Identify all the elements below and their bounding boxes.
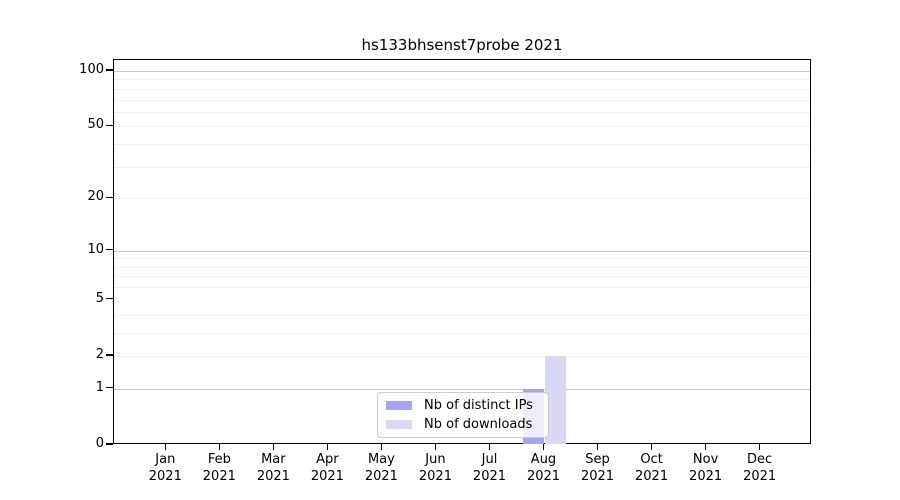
x-axis-tick xyxy=(650,444,653,450)
legend-swatch-distinct-ips xyxy=(386,401,412,410)
x-axis-tick xyxy=(434,444,437,450)
x-axis-label: Sep 2021 xyxy=(580,452,615,484)
x-axis-label: Nov 2021 xyxy=(689,452,723,484)
y-axis-label: 10 xyxy=(87,241,104,257)
x-axis-label: Mar 2021 xyxy=(256,452,290,484)
gridline-minor xyxy=(114,314,810,316)
plot-area xyxy=(113,59,811,444)
x-axis-label: Feb 2021 xyxy=(202,452,236,484)
legend-item-downloads: Nb of downloads xyxy=(386,417,548,433)
gridline-minor xyxy=(114,287,810,289)
x-axis-label: Aug 2021 xyxy=(526,452,561,484)
x-axis-label: Oct 2021 xyxy=(635,452,669,484)
gridline-minor xyxy=(114,355,810,357)
x-axis-tick xyxy=(596,444,599,450)
y-axis-label: 1 xyxy=(95,379,104,395)
x-axis-tick xyxy=(758,444,761,450)
x-axis-tick xyxy=(380,444,383,450)
x-axis-label: Jan 2021 xyxy=(148,452,182,484)
x-axis-label: May 2021 xyxy=(364,452,398,484)
y-axis-tick xyxy=(106,354,113,356)
gridline-major xyxy=(114,388,810,390)
y-axis-label: 2 xyxy=(95,346,104,362)
y-axis-tick xyxy=(106,298,113,300)
gridline-minor xyxy=(114,111,810,113)
legend-label-distinct-ips: Nb of distinct IPs xyxy=(424,397,533,413)
y-axis-tick xyxy=(106,443,113,445)
y-axis-label: 100 xyxy=(79,62,104,77)
gridline-minor xyxy=(114,166,810,168)
x-axis-label: Dec 2021 xyxy=(743,452,777,484)
x-axis-tick xyxy=(218,444,220,450)
x-axis-label: Jul 2021 xyxy=(472,452,507,484)
y-axis-tick xyxy=(106,69,113,71)
gridline-minor xyxy=(114,266,810,268)
gridline-minor xyxy=(114,144,810,146)
y-axis-label: 20 xyxy=(87,189,104,205)
y-axis-label: 5 xyxy=(95,290,104,306)
gridline-minor xyxy=(114,198,810,200)
gridline-major xyxy=(114,250,810,252)
legend-item-distinct-ips: Nb of distinct IPs xyxy=(386,398,548,414)
bar-downloads xyxy=(544,355,567,444)
legend-label-downloads: Nb of downloads xyxy=(424,416,533,432)
y-axis-tick xyxy=(106,196,113,198)
gridline-minor xyxy=(114,126,810,128)
x-axis-tick xyxy=(542,444,545,450)
gridline-major xyxy=(114,71,810,72)
x-axis-tick xyxy=(164,444,166,450)
legend: Nb of distinct IPs Nb of downloads xyxy=(377,392,549,438)
gridline-minor xyxy=(114,99,810,101)
gridline-minor xyxy=(114,276,810,278)
x-axis-tick xyxy=(326,444,329,450)
y-axis-label: 0 xyxy=(95,436,104,451)
gridline-minor xyxy=(114,332,810,334)
gridline-minor xyxy=(114,79,810,81)
x-axis-tick xyxy=(488,444,491,450)
y-axis-label: 50 xyxy=(87,117,104,133)
gridline-minor xyxy=(114,88,810,90)
y-axis-tick xyxy=(106,249,113,251)
x-axis-tick xyxy=(704,444,707,450)
x-axis-label: Jun 2021 xyxy=(418,452,452,484)
legend-swatch-downloads xyxy=(386,420,412,429)
y-axis-tick xyxy=(106,387,113,389)
gridline-minor xyxy=(114,258,810,260)
x-axis-label: Apr 2021 xyxy=(310,452,344,484)
y-axis-tick xyxy=(106,124,113,127)
chart-title: hs133bhsenst7probe 2021 xyxy=(361,36,563,54)
x-axis-tick xyxy=(272,444,274,450)
